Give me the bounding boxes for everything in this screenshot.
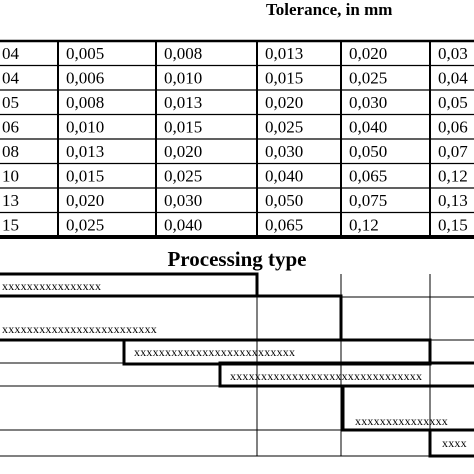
table-cell: 0,020 bbox=[164, 142, 202, 161]
table-cell: 0,015 bbox=[265, 69, 303, 88]
table-cell: 08 bbox=[2, 142, 19, 161]
table-cell: 04 bbox=[2, 44, 20, 63]
table-cell: 0,050 bbox=[265, 191, 303, 210]
table-cell: 0,025 bbox=[265, 118, 303, 137]
table-cell: 05 bbox=[2, 93, 19, 112]
table-cell: 0,065 bbox=[349, 167, 387, 186]
table-cell: 0,008 bbox=[164, 44, 202, 63]
table-cell: 06 bbox=[2, 118, 19, 137]
table-cell: 0,030 bbox=[164, 191, 202, 210]
table-cell: 0,025 bbox=[349, 69, 387, 88]
processing-bars: xxxxxxxxxxxxxxxxxxxxxxxxxxxxxxxxxxxxxxxx… bbox=[0, 272, 474, 458]
table-cell: 0,03 bbox=[438, 44, 468, 63]
table-cell: 0,06 bbox=[438, 118, 468, 137]
processing-bar bbox=[428, 428, 474, 458]
table-cell: 0,015 bbox=[164, 118, 202, 137]
table-cell: 0,050 bbox=[349, 142, 387, 161]
table-cell: 04 bbox=[2, 69, 20, 88]
table-cell: 0,075 bbox=[349, 191, 387, 210]
table-cell: 0,04 bbox=[438, 69, 468, 88]
table-cell: 0,025 bbox=[66, 216, 104, 235]
table-cell: 0,15 bbox=[438, 216, 468, 235]
table-cell: 0,12 bbox=[438, 167, 468, 186]
table-cell: 10 bbox=[2, 167, 19, 186]
table-cell: 0,015 bbox=[66, 167, 104, 186]
processing-bar-label: xxxxxxxxxxxxxxxxxxxxxxxxxx bbox=[134, 345, 295, 359]
processing-bar-label: xxxx bbox=[442, 436, 467, 450]
processing-bar-label: xxxxxxxxxxxxxxxxxxxxxxxxxxxxxxx bbox=[230, 369, 422, 383]
table-cell: 0,005 bbox=[66, 44, 104, 63]
table-cell: 0,030 bbox=[349, 93, 387, 112]
table-cell: 15 bbox=[2, 216, 19, 235]
table-cell: 0,006 bbox=[66, 69, 104, 88]
tolerance-title: Tolerance, in mm bbox=[266, 0, 393, 19]
table-cell: 0,008 bbox=[66, 93, 104, 112]
table-cell: 0,030 bbox=[265, 142, 303, 161]
table-cell: 0,040 bbox=[349, 118, 387, 137]
processing-bar bbox=[341, 384, 474, 432]
table-cell: 0,040 bbox=[164, 216, 202, 235]
table-cell: 0,05 bbox=[438, 93, 468, 112]
table-cell: 0,020 bbox=[265, 93, 303, 112]
table-cell: 0,013 bbox=[66, 142, 104, 161]
table-cell: 0,010 bbox=[66, 118, 104, 137]
processing-bar-label: xxxxxxxxxxxxxxxxxxxxxxxxx bbox=[2, 322, 157, 336]
table-cell: 0,040 bbox=[265, 167, 303, 186]
processing-bar-label: xxxxxxxxxxxxxxxx bbox=[2, 279, 101, 293]
table-cell: 0,025 bbox=[164, 167, 202, 186]
processing-bar-label: xxxxxxxxxxxxxxx bbox=[355, 414, 448, 428]
tolerance-table: 04 0,005 0,008 0,013 0,020 0,03 04 0,006 0,010 0,… bbox=[0, 39, 474, 239]
table-cell: 0,07 bbox=[438, 142, 468, 161]
table-cell: 0,020 bbox=[349, 44, 387, 63]
processing-type-heading: Processing type bbox=[167, 247, 306, 271]
table-cell: 0,013 bbox=[265, 44, 303, 63]
table-cell: 0,13 bbox=[438, 191, 468, 210]
table-cell: 13 bbox=[2, 191, 19, 210]
table-cell: 0,010 bbox=[164, 69, 202, 88]
table-cell: 0,013 bbox=[164, 93, 202, 112]
table-cell: 0,12 bbox=[349, 216, 379, 235]
table-cell: 0,020 bbox=[66, 191, 104, 210]
table-cell: 0,065 bbox=[265, 216, 303, 235]
